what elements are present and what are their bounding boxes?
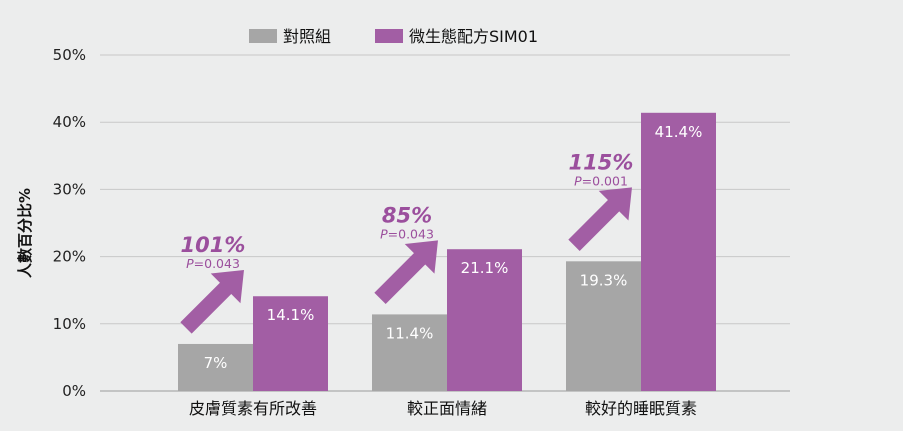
x-category-label: 較正面情緒: [407, 399, 487, 418]
bar-control: [566, 261, 641, 391]
increase-arrow-icon: [374, 240, 438, 305]
legend-swatch-sim01: [375, 29, 403, 43]
bar-sim01: [253, 296, 328, 391]
y-tick-labels: 0% 10% 20% 30% 40% 50%: [53, 46, 86, 400]
bar-control: [178, 343, 253, 391]
legend-swatch-control: [249, 29, 277, 43]
y-tick-label: 0%: [62, 382, 86, 400]
bar-control: [372, 314, 447, 391]
y-tick-label: 10%: [53, 315, 86, 333]
increase-percent: 85%: [382, 203, 432, 227]
p-value-number: =0.001: [582, 173, 628, 188]
p-value: P=0.043: [186, 256, 240, 271]
bar-value-label: 41.4%: [655, 123, 703, 141]
bar-value-label: 19.3%: [580, 271, 628, 289]
y-tick-label: 50%: [53, 46, 86, 64]
y-tick-label: 20%: [53, 248, 86, 266]
p-value-prefix: P: [574, 173, 582, 188]
x-category-label: 較好的睡眠質素: [585, 399, 697, 418]
y-tick-label: 40%: [53, 113, 86, 131]
legend: 對照組 微生態配方SIM01: [249, 27, 538, 46]
y-axis-label: 人數百分比%: [16, 188, 34, 278]
bar-sim01: [447, 249, 522, 391]
y-tick-label: 30%: [53, 180, 86, 198]
x-category-labels: 皮膚質素有所改善 較正面情緒 較好的睡眠質素: [189, 399, 697, 418]
increase-arrow-icon: [180, 269, 244, 334]
increase-percent: 115%: [569, 150, 634, 174]
p-value-prefix: P: [186, 256, 194, 271]
p-value-number: =0.043: [194, 256, 240, 271]
p-value: P=0.043: [380, 226, 434, 241]
p-value: P=0.001: [574, 173, 628, 188]
legend-label-sim01: 微生態配方SIM01: [409, 27, 538, 46]
bar-value-label: 21.1%: [461, 259, 509, 277]
bar-value-label: 11.4%: [386, 324, 434, 342]
bar-value-label: 14.1%: [267, 306, 315, 324]
legend-label-control: 對照組: [283, 27, 331, 46]
p-value-prefix: P: [380, 226, 388, 241]
p-value-number: =0.043: [388, 226, 434, 241]
increase-arrow-icon: [568, 187, 632, 251]
bar-value-label: 7%: [204, 354, 228, 372]
increase-percent: 101%: [181, 233, 246, 257]
bar-sim01: [641, 112, 716, 392]
x-category-label: 皮膚質素有所改善: [189, 399, 317, 418]
bars: 7% 14.1% 11.4% 21.1% 19.3% 41.4%: [178, 112, 716, 392]
